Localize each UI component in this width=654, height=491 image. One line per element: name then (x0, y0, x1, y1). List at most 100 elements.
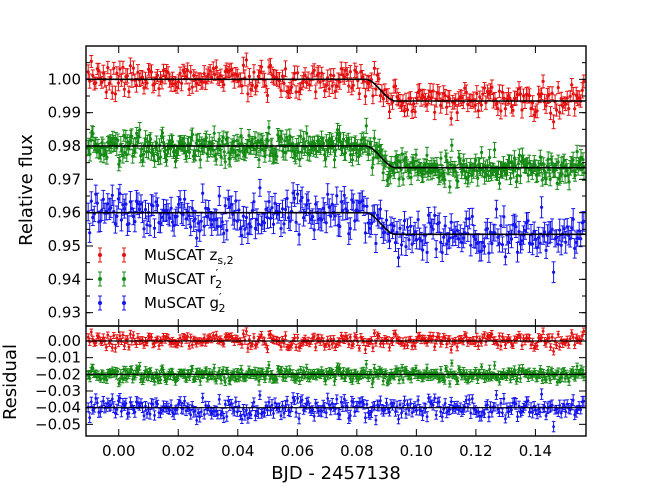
data-point (381, 97, 385, 101)
data-point (345, 72, 349, 76)
data-point (412, 102, 416, 106)
data-point (497, 181, 502, 185)
data-point (118, 67, 122, 71)
data-point (474, 158, 478, 162)
flux-point-z (239, 77, 244, 95)
data-point (222, 231, 226, 235)
data-point (280, 137, 284, 141)
data-point (160, 131, 165, 135)
data-point (362, 79, 366, 83)
data-point (473, 103, 477, 107)
flux-point-z (125, 68, 130, 84)
data-point (189, 225, 193, 229)
data-point (288, 88, 292, 92)
data-point (142, 152, 146, 156)
data-point (350, 86, 354, 90)
data-point (195, 236, 199, 240)
data-point (293, 71, 297, 75)
data-point (433, 110, 437, 114)
data-point (455, 111, 459, 115)
data-point (409, 96, 413, 100)
data-point (580, 88, 584, 92)
data-point (101, 71, 105, 75)
data-point (187, 150, 191, 154)
data-point (464, 90, 468, 94)
data-point (164, 158, 169, 162)
flux-point-z (87, 73, 92, 89)
data-point (515, 173, 520, 177)
data-point (326, 192, 330, 196)
data-point (267, 125, 271, 130)
data-point (567, 180, 571, 184)
data-point (567, 107, 571, 111)
data-point (317, 71, 321, 75)
data-point (283, 207, 288, 212)
data-point (364, 124, 368, 128)
data-point (138, 128, 142, 132)
data-point (262, 221, 267, 225)
data-point (144, 137, 148, 141)
data-point (329, 73, 333, 77)
data-point (290, 85, 294, 89)
data-point (128, 64, 132, 68)
data-point (513, 164, 518, 168)
data-point (372, 136, 376, 140)
data-point (540, 178, 544, 182)
data-point (193, 217, 197, 221)
data-point (422, 95, 426, 99)
data-point (483, 175, 487, 179)
flux-point-z (235, 68, 240, 84)
flux-point-z (386, 88, 390, 104)
data-point (229, 68, 233, 72)
data-point (220, 79, 224, 84)
data-point (318, 80, 322, 84)
data-point (401, 177, 405, 181)
data-point (296, 71, 300, 75)
flux-point-z (372, 61, 377, 76)
flux-panel: 0.930.940.950.960.970.980.991.00 MuSCAT … (16, 45, 587, 327)
data-point (88, 152, 92, 156)
data-point (105, 155, 109, 159)
data-point (252, 70, 256, 74)
data-point (91, 73, 95, 78)
data-point (235, 139, 239, 143)
data-point (371, 94, 375, 98)
data-point (86, 70, 90, 74)
data-point (104, 90, 108, 94)
data-point (357, 92, 361, 96)
flux-point-z (110, 85, 115, 100)
data-point (275, 154, 279, 158)
data-point (178, 197, 182, 201)
data-point (306, 198, 310, 202)
data-point (161, 140, 166, 144)
data-point (573, 107, 577, 111)
data-point (497, 89, 501, 93)
data-point (312, 228, 316, 232)
data-point (109, 75, 113, 79)
flux-point-z (221, 77, 226, 92)
data-point (393, 84, 398, 88)
data-point (546, 157, 550, 161)
data-point (187, 87, 191, 91)
data-point (240, 233, 244, 238)
data-point (207, 72, 211, 76)
data-point (198, 158, 202, 162)
data-point (311, 71, 315, 75)
data-point (410, 109, 414, 113)
flux-point-z (271, 68, 276, 85)
flux-point-z (236, 73, 241, 88)
data-point (280, 207, 285, 211)
data-point (261, 141, 265, 145)
flux-point-z (313, 84, 318, 100)
data-point (232, 139, 236, 143)
data-point (145, 81, 149, 85)
data-point (294, 90, 298, 94)
data-point (235, 74, 239, 78)
data-point (217, 194, 221, 198)
flux-point-z (413, 105, 418, 118)
data-point (565, 96, 569, 100)
data-point (552, 120, 556, 124)
flux-point-z (175, 80, 180, 94)
data-point (395, 95, 399, 99)
data-point (125, 74, 129, 78)
